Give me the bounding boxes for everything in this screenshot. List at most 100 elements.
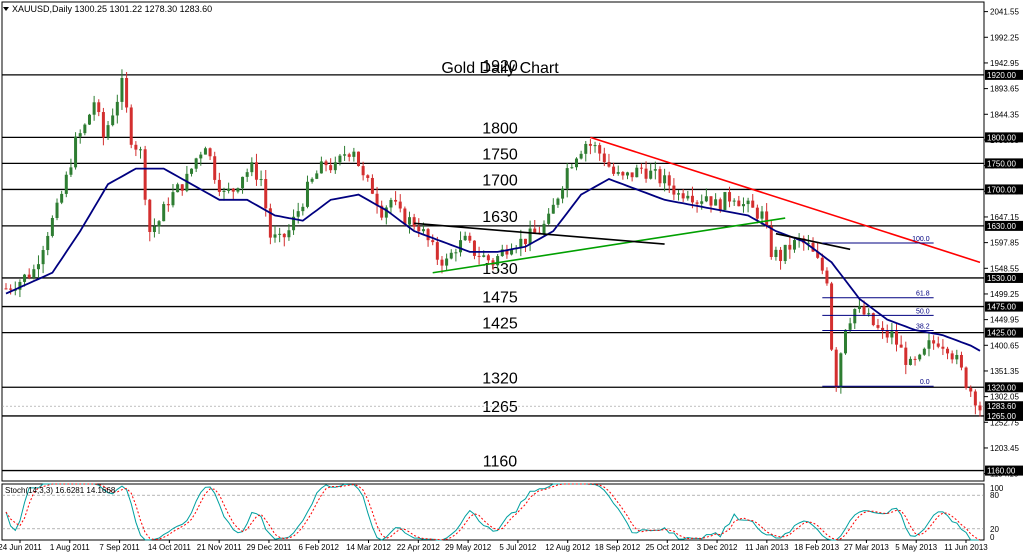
candle-body xyxy=(171,192,175,206)
candle-body xyxy=(440,259,444,266)
candle xyxy=(927,332,931,357)
candle-body xyxy=(626,172,630,176)
candle-body xyxy=(862,306,866,315)
candle xyxy=(486,253,490,265)
candle xyxy=(361,161,365,181)
candle-body xyxy=(431,240,435,243)
candle-body xyxy=(723,192,727,210)
candle-body xyxy=(644,168,648,179)
candle xyxy=(83,123,87,136)
candle xyxy=(871,312,875,327)
level-tag-text: 1320.00 xyxy=(987,383,1016,392)
candle xyxy=(380,200,384,221)
fib-label-100.0: 100.0 xyxy=(912,236,930,243)
candle-body xyxy=(788,244,792,250)
candle xyxy=(584,141,588,162)
candle-body xyxy=(55,202,59,218)
level-tag-text: 1265.00 xyxy=(987,412,1016,421)
candle xyxy=(788,237,792,259)
candle-body xyxy=(542,223,546,235)
candle xyxy=(523,238,527,252)
date-tick-label: 6 Feb 2012 xyxy=(298,543,339,552)
candle-body xyxy=(936,343,940,347)
level-tag-bg xyxy=(985,410,1023,421)
candle xyxy=(667,171,671,193)
candle-body xyxy=(60,193,64,203)
candle-body xyxy=(510,249,514,255)
candle-body xyxy=(602,153,606,163)
candle-body xyxy=(732,200,736,202)
candle xyxy=(9,284,13,295)
candle xyxy=(472,240,476,260)
candle xyxy=(36,255,40,279)
price-tick-label: 1302.05 xyxy=(990,393,1019,402)
candle xyxy=(356,151,360,167)
level-tag-1530: 1530.00 xyxy=(985,272,1023,283)
candle xyxy=(857,297,861,313)
price-tick-label: 1400.65 xyxy=(990,341,1019,350)
candle-body xyxy=(834,349,838,388)
candle xyxy=(547,208,551,226)
candle xyxy=(445,253,449,271)
candle-body xyxy=(264,179,268,209)
candle-body xyxy=(523,238,527,245)
level-tag-1475: 1475.00 xyxy=(985,301,1023,312)
stoch-tick-label: 80 xyxy=(990,491,999,500)
candle-body xyxy=(449,252,453,259)
candle-body xyxy=(78,133,82,137)
candle xyxy=(431,234,435,246)
candle-body xyxy=(445,258,449,266)
price-tick-label: 1449.95 xyxy=(990,316,1019,325)
candle xyxy=(774,246,778,261)
candle xyxy=(208,147,212,161)
candle xyxy=(366,174,370,182)
date-tick-label: 5 Jul 2012 xyxy=(499,543,536,552)
candle-body xyxy=(959,354,963,368)
candle-body xyxy=(370,177,374,194)
candle xyxy=(143,145,147,206)
candle-body xyxy=(482,255,486,257)
candle xyxy=(565,163,569,198)
candle xyxy=(834,347,838,392)
candle xyxy=(241,176,245,194)
candle xyxy=(440,256,444,274)
candle-body xyxy=(941,346,945,349)
candle xyxy=(389,197,393,214)
candle-body xyxy=(574,158,578,168)
candle-body xyxy=(913,358,917,360)
candle xyxy=(723,191,727,211)
candle-body xyxy=(352,151,356,157)
candle xyxy=(806,234,810,251)
candle-body xyxy=(227,188,231,191)
candle xyxy=(287,224,291,241)
candle-body xyxy=(755,207,759,219)
candle-body xyxy=(728,192,732,202)
level-tag-text: 1700.00 xyxy=(987,185,1016,194)
stoch-label: Stoch(14,3,3) 16.6281 14.1668 xyxy=(5,486,116,495)
candle xyxy=(292,209,296,235)
candle xyxy=(607,153,611,168)
candle xyxy=(60,190,64,205)
candle-body xyxy=(973,391,977,406)
candle xyxy=(417,218,421,238)
level-tag-1700: 1700.00 xyxy=(985,184,1023,195)
candle-body xyxy=(69,167,73,175)
triangle-down-icon[interactable] xyxy=(3,7,9,11)
candle-body xyxy=(969,387,973,392)
candle-body xyxy=(366,175,370,178)
candle xyxy=(231,187,235,200)
candle-body xyxy=(556,198,560,205)
candle xyxy=(714,193,718,206)
candle xyxy=(853,308,857,329)
level-tag-text: 1800.00 xyxy=(987,133,1016,142)
symbol-info: XAUUSD,Daily 1300.25 1301.22 1278.30 128… xyxy=(12,4,212,14)
candle xyxy=(588,139,592,155)
candle-body xyxy=(194,158,198,169)
chart-header: XAUUSD,Daily 1300.25 1301.22 1278.30 128… xyxy=(3,4,212,14)
level-label-1320: 1320 xyxy=(482,370,518,387)
candle-body xyxy=(97,102,101,113)
candle-body xyxy=(324,161,328,166)
candle-body xyxy=(950,353,954,360)
